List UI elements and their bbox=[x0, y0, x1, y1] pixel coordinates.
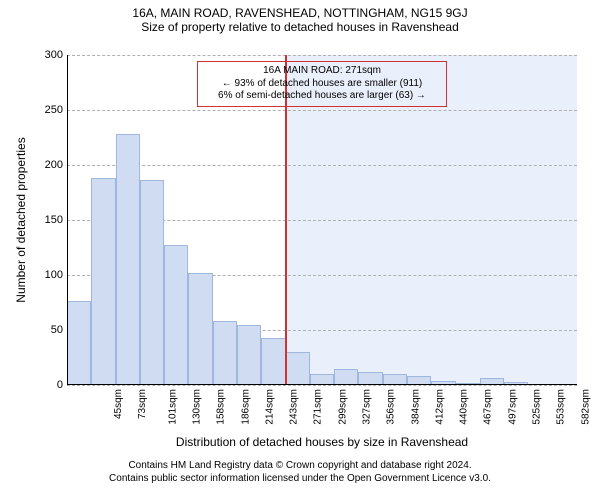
titles: 16A, MAIN ROAD, RAVENSHEAD, NOTTINGHAM, … bbox=[0, 6, 600, 35]
bar bbox=[261, 338, 285, 385]
footer-line-2: Contains public sector information licen… bbox=[0, 473, 600, 486]
x-tick-label: 73sqm bbox=[137, 389, 148, 419]
x-tick-label: 384sqm bbox=[410, 389, 421, 425]
x-tick-label: 101sqm bbox=[167, 389, 178, 425]
x-tick-label: 214sqm bbox=[264, 389, 275, 425]
gridline bbox=[67, 385, 577, 386]
annotation-line-3: 6% of semi-detached houses are larger (6… bbox=[202, 90, 442, 103]
y-axis-line bbox=[67, 55, 68, 385]
bar bbox=[188, 273, 212, 385]
bar bbox=[67, 301, 91, 385]
annotation-line-1: 16A MAIN ROAD: 271sqm bbox=[202, 65, 442, 78]
bar bbox=[237, 325, 261, 386]
bar bbox=[91, 178, 115, 385]
bar bbox=[140, 180, 164, 385]
annotation-line-2: ← 93% of detached houses are smaller (91… bbox=[202, 78, 442, 91]
chart-title-line1: 16A, MAIN ROAD, RAVENSHEAD, NOTTINGHAM, … bbox=[0, 6, 600, 20]
x-tick-label: 467sqm bbox=[483, 389, 494, 425]
x-tick-label: 327sqm bbox=[362, 389, 373, 425]
x-tick-label: 582sqm bbox=[580, 389, 591, 425]
bar bbox=[213, 321, 237, 385]
x-tick-label: 553sqm bbox=[556, 389, 567, 425]
y-tick-label: 200 bbox=[45, 159, 67, 171]
y-axis-label: Number of detached properties bbox=[14, 55, 28, 385]
x-tick-label: 243sqm bbox=[289, 389, 300, 425]
x-tick-label: 271sqm bbox=[313, 389, 324, 425]
x-tick-label: 440sqm bbox=[459, 389, 470, 425]
y-tick-label: 0 bbox=[57, 379, 67, 391]
bar bbox=[286, 352, 310, 385]
x-tick-label: 497sqm bbox=[507, 389, 518, 425]
x-tick-label: 158sqm bbox=[216, 389, 227, 425]
x-tick-label: 186sqm bbox=[240, 389, 251, 425]
y-tick-label: 300 bbox=[45, 49, 67, 61]
y-tick-label: 100 bbox=[45, 269, 67, 281]
y-tick-label: 150 bbox=[45, 214, 67, 226]
footer: Contains HM Land Registry data © Crown c… bbox=[0, 460, 600, 485]
x-axis-label: Distribution of detached houses by size … bbox=[67, 435, 577, 449]
x-tick-label: 130sqm bbox=[192, 389, 203, 425]
bar bbox=[334, 369, 358, 386]
x-tick-label: 412sqm bbox=[434, 389, 445, 425]
chart-title-line2: Size of property relative to detached ho… bbox=[0, 20, 600, 34]
x-tick-label: 45sqm bbox=[113, 389, 124, 419]
annotation-box: 16A MAIN ROAD: 271sqm ← 93% of detached … bbox=[197, 61, 447, 107]
x-tick-label: 299sqm bbox=[337, 389, 348, 425]
chart-container: 16A, MAIN ROAD, RAVENSHEAD, NOTTINGHAM, … bbox=[0, 0, 600, 500]
footer-line-1: Contains HM Land Registry data © Crown c… bbox=[0, 460, 600, 473]
bar bbox=[116, 134, 140, 385]
x-axis-line bbox=[67, 384, 577, 385]
plot-area: 050100150200250300 45sqm73sqm101sqm130sq… bbox=[67, 55, 577, 385]
y-tick-label: 50 bbox=[51, 324, 67, 336]
x-tick-label: 356sqm bbox=[386, 389, 397, 425]
bar bbox=[164, 245, 188, 385]
y-tick-label: 250 bbox=[45, 104, 67, 116]
x-tick-label: 525sqm bbox=[532, 389, 543, 425]
